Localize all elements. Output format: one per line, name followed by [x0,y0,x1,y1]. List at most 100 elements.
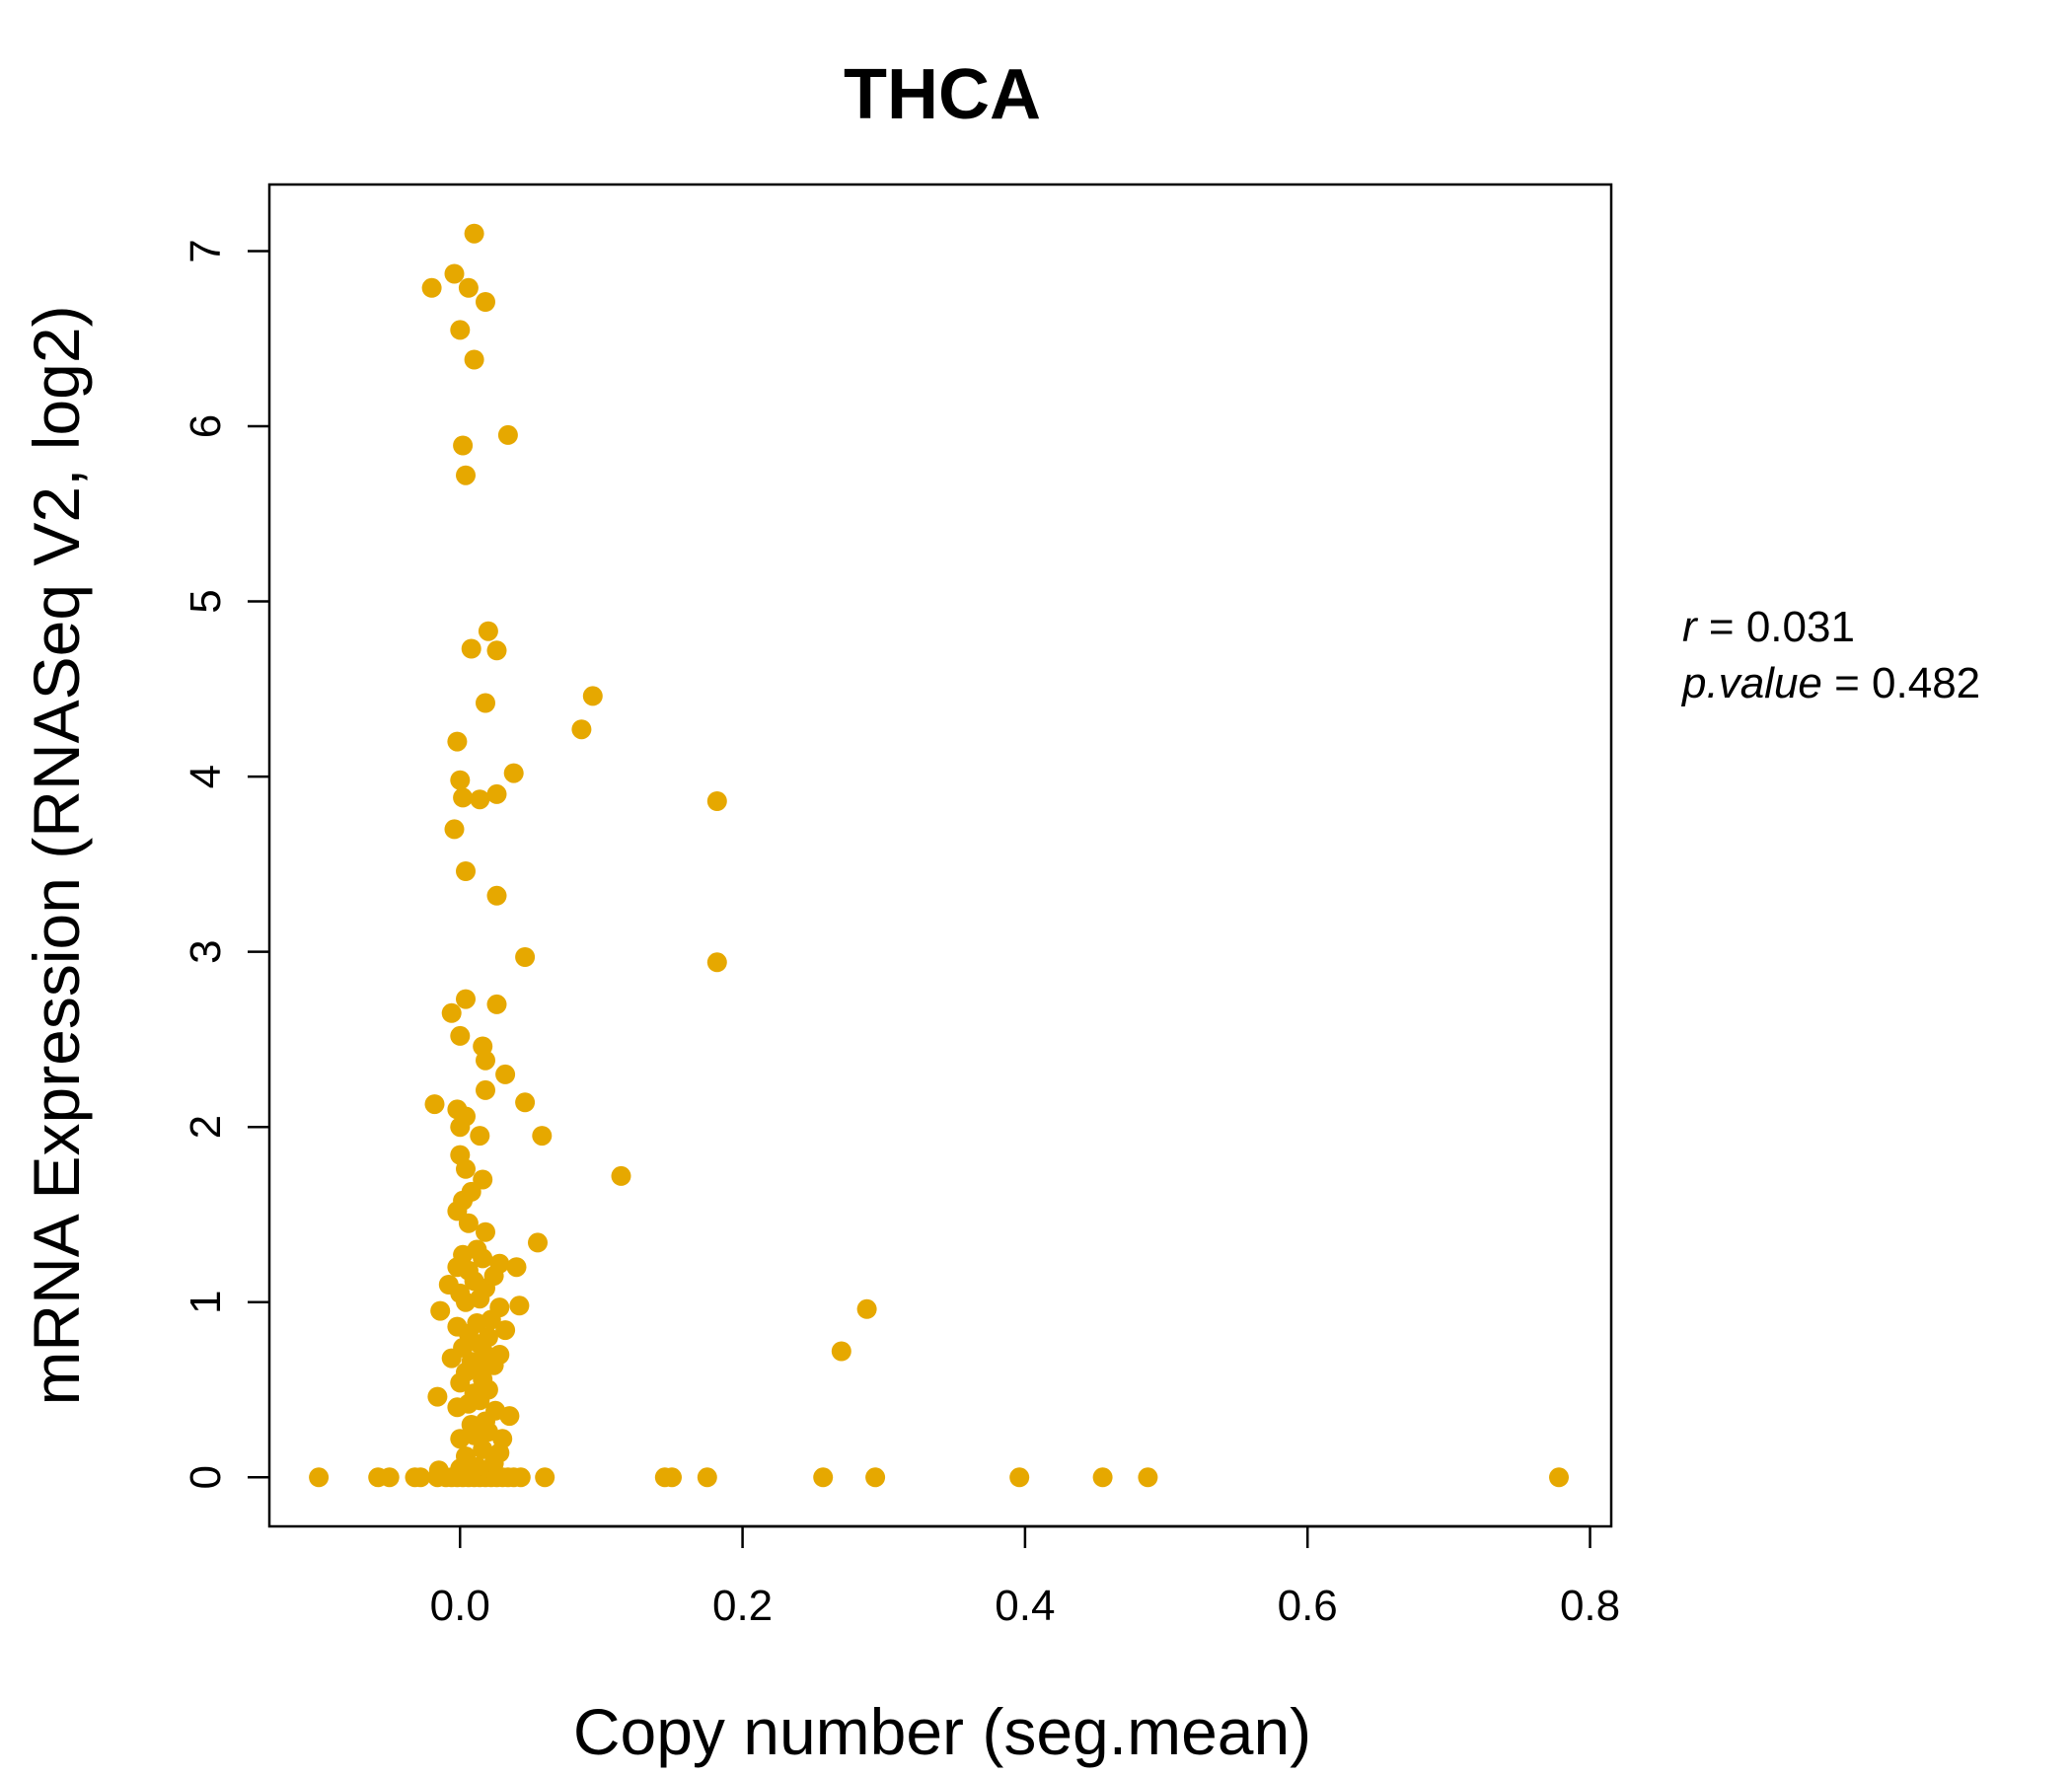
data-point-30 [428,1460,449,1481]
data-point-139 [856,1298,877,1319]
data-point-103 [495,1064,516,1084]
data-point-100 [424,1094,445,1115]
data-point-19 [510,1467,531,1488]
x-tick-label-1: 0.2 [712,1582,773,1630]
data-point-62 [478,1327,498,1348]
data-point-48 [427,1386,448,1407]
data-point-86 [476,1221,495,1242]
data-point-34 [456,1446,476,1466]
data-point-114 [444,819,465,840]
data-point-107 [441,1002,462,1023]
r-stat: r = 0.031 [1682,603,1855,651]
data-point-20 [535,1467,555,1488]
correlation-stats: r = 0.031 p.value = 0.482 [1680,603,1980,707]
data-point-127 [478,621,498,641]
data-point-68 [430,1300,451,1321]
data-point-25 [865,1467,886,1488]
data-point-137 [464,223,484,244]
data-point-80 [489,1253,510,1274]
data-point-102 [476,1079,495,1100]
data-points [309,223,1569,1488]
data-point-24 [813,1467,834,1488]
y-tick-label-1: 1 [182,1290,230,1313]
data-point-27 [1092,1467,1113,1488]
data-point-105 [473,1036,493,1057]
data-point-126 [486,640,507,661]
data-point-64 [495,1320,516,1341]
x-tick-label-4: 0.8 [1560,1582,1620,1630]
data-point-85 [528,1232,548,1253]
y-tick-label-5: 5 [182,589,230,613]
x-tick-label-2: 0.4 [995,1582,1055,1630]
p-stat: p.value = 0.482 [1680,659,1980,707]
data-point-125 [461,638,481,659]
data-point-123 [476,693,495,713]
r-label: r [1682,603,1699,651]
data-point-44 [485,1400,506,1421]
data-point-69 [489,1297,510,1318]
data-point-65 [447,1316,468,1337]
data-point-99 [447,1099,468,1120]
y-tick-label-3: 3 [182,939,230,963]
data-point-138 [831,1341,851,1362]
data-point-116 [470,789,490,810]
y-axis-label: mRNA Expression (RNASeq V2, log2) [20,305,93,1405]
data-point-70 [509,1295,530,1316]
p-label: p.value [1680,659,1822,707]
data-point-84 [467,1239,487,1260]
x-axis-label: Copy number (seg.mean) [573,1695,1311,1768]
data-point-106 [450,1025,471,1046]
data-point-75 [438,1275,459,1295]
data-point-110 [706,952,727,973]
data-point-128 [456,465,476,485]
y-tick-label-2: 2 [182,1115,230,1139]
r-equals: = [1709,603,1746,651]
y-tick-label-4: 4 [182,765,230,788]
x-axis: 0.0 0.2 0.4 0.6 0.8 [430,1524,1620,1630]
y-tick-label-6: 6 [182,414,230,438]
data-point-113 [456,861,476,881]
data-point-118 [450,770,471,790]
y-tick-label-0: 0 [182,1465,230,1489]
data-point-2 [379,1467,400,1488]
data-point-129 [453,435,474,456]
data-point-96 [532,1126,553,1147]
data-point-112 [486,885,507,906]
data-point-0 [309,1467,330,1488]
data-point-22 [662,1467,682,1488]
data-point-133 [476,292,495,312]
data-point-23 [697,1467,717,1488]
data-point-29 [1549,1467,1569,1488]
data-point-26 [1009,1467,1030,1488]
r-value: 0.031 [1746,603,1855,651]
data-point-94 [450,1145,471,1165]
data-point-120 [706,791,727,811]
data-point-130 [497,424,518,445]
data-point-101 [515,1092,536,1113]
p-equals: = [1834,659,1872,707]
data-point-115 [453,787,474,808]
y-axis: 0 1 2 3 4 5 6 7 [182,239,269,1490]
data-point-4 [410,1467,431,1488]
chart-title: THCA [844,55,1041,134]
data-point-124 [582,686,603,706]
data-point-40 [492,1429,513,1449]
data-point-109 [456,989,476,1009]
data-point-92 [611,1165,631,1186]
data-point-119 [503,763,524,783]
data-point-28 [1138,1467,1158,1488]
data-point-108 [486,994,507,1014]
p-value: 0.482 [1872,659,1980,707]
data-point-131 [464,349,484,370]
data-point-91 [473,1169,493,1190]
data-point-136 [444,263,465,284]
x-tick-label-0: 0.0 [430,1582,490,1630]
y-tick-label-7: 7 [182,239,230,262]
data-point-81 [506,1257,527,1278]
data-point-132 [450,320,471,340]
data-point-135 [458,277,479,298]
data-point-95 [470,1126,490,1147]
x-tick-label-3: 0.6 [1278,1582,1338,1630]
data-point-111 [515,947,536,967]
